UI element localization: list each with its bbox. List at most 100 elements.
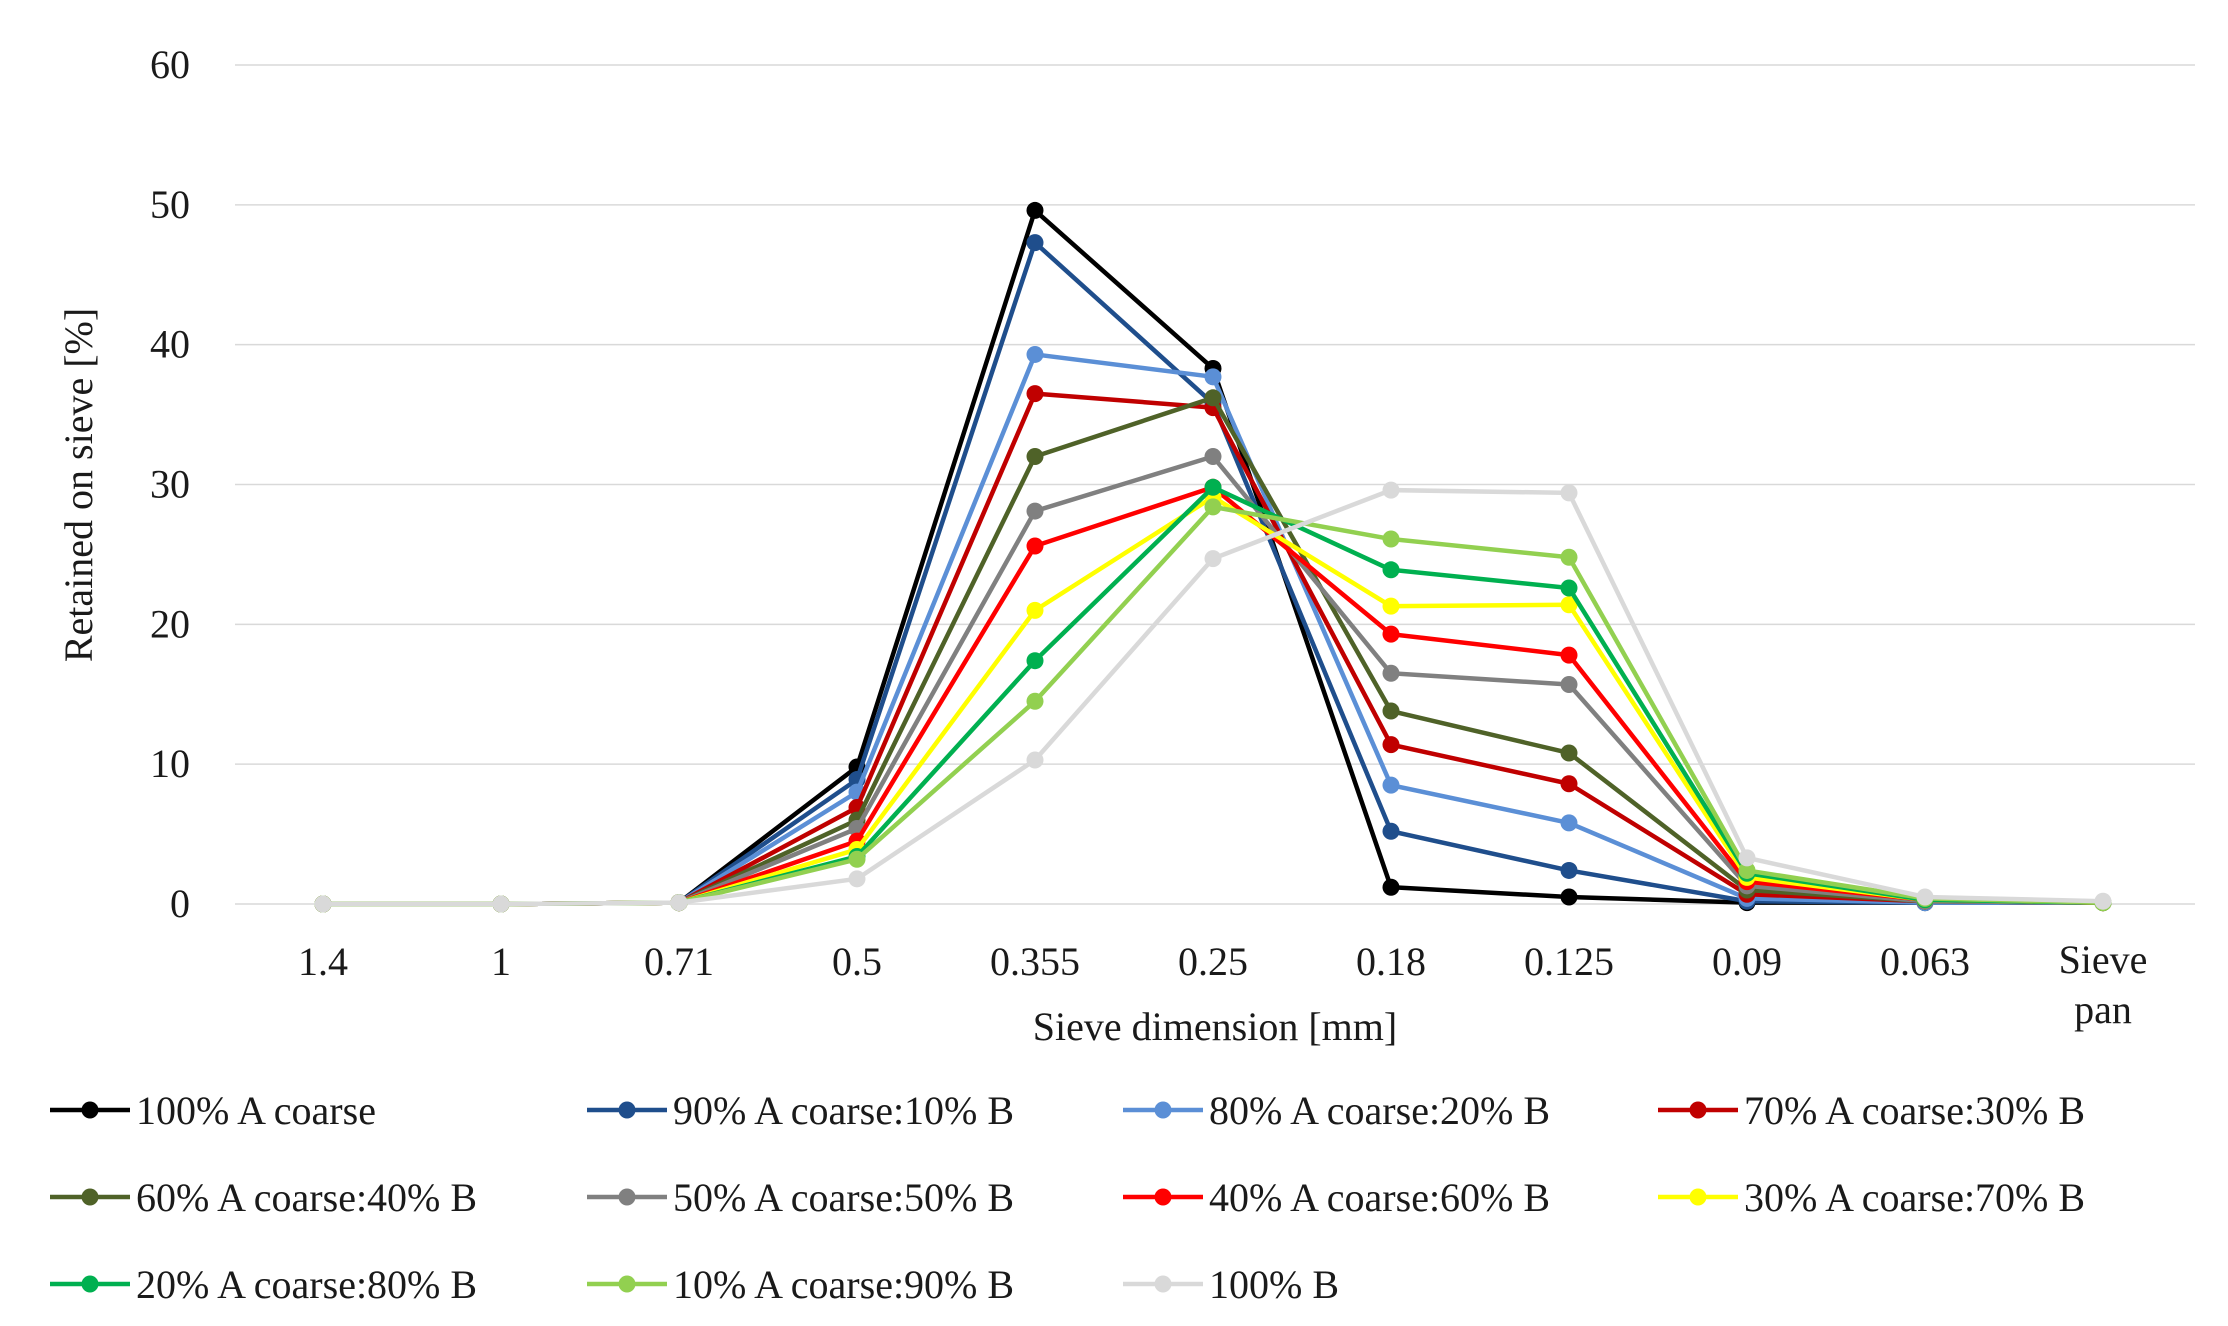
data-point [1026, 502, 1044, 520]
x-tick-label: 0.25 [1178, 939, 1248, 984]
data-point [1382, 702, 1400, 720]
legend-label: 100% A coarse [136, 1088, 376, 1133]
data-point [670, 894, 688, 912]
legend-item: 80% A coarse:20% B [1123, 1088, 1550, 1133]
legend-item: 60% A coarse:40% B [50, 1175, 477, 1220]
legend-item: 100% B [1123, 1262, 1339, 1307]
x-tick-label: 1 [491, 939, 511, 984]
legend-label: 100% B [1209, 1262, 1339, 1307]
legend-swatch-marker [618, 1275, 636, 1293]
legend-swatch-marker [1689, 1101, 1707, 1119]
x-axis-title: Sieve dimension [mm] [1033, 1004, 1397, 1049]
data-point [1026, 751, 1044, 769]
y-tick-label: 20 [150, 601, 190, 646]
legend-label: 80% A coarse:20% B [1209, 1088, 1550, 1133]
legend-label: 50% A coarse:50% B [673, 1175, 1014, 1220]
data-point [1026, 201, 1044, 219]
series-line [323, 395, 2104, 907]
y-axis-title: Retained on sieve [%] [56, 308, 101, 662]
data-point [1560, 675, 1578, 693]
data-point [1382, 736, 1400, 754]
legend-item: 40% A coarse:60% B [1123, 1175, 1550, 1220]
legend-label: 60% A coarse:40% B [136, 1175, 477, 1220]
legend-swatch-marker [1689, 1188, 1707, 1206]
data-point [1382, 530, 1400, 548]
legend-swatch-marker [81, 1188, 99, 1206]
series-5 [314, 389, 2112, 913]
series-7 [314, 478, 2112, 913]
x-tick-label: 0.125 [1524, 939, 1614, 984]
legend-swatch-marker [81, 1275, 99, 1293]
legend-item: 20% A coarse:80% B [50, 1262, 477, 1307]
x-tick-label: 0.063 [1880, 939, 1970, 984]
data-point [1382, 776, 1400, 794]
data-point [2094, 892, 2112, 910]
data-point [1560, 888, 1578, 906]
data-point [1026, 692, 1044, 710]
series-group [314, 201, 2112, 913]
data-point [1560, 861, 1578, 879]
data-point [1382, 878, 1400, 896]
data-point [1026, 385, 1044, 403]
x-axis-ticks: 1.4 1 0.71 0.5 0.355 0.25 0.18 0.125 0.09 0.063 Si… [298, 937, 2147, 1032]
data-point [1026, 234, 1044, 252]
legend-swatch-marker [1154, 1188, 1172, 1206]
y-tick-label: 10 [150, 741, 190, 786]
legend-item: 100% A coarse [50, 1088, 376, 1133]
legend-label: 20% A coarse:80% B [136, 1262, 477, 1307]
data-point [1382, 481, 1400, 499]
series-9 [314, 478, 2112, 913]
legend-swatch-marker [1154, 1275, 1172, 1293]
legend-label: 40% A coarse:60% B [1209, 1175, 1550, 1220]
data-point [492, 895, 510, 913]
legend-item: 70% A coarse:30% B [1658, 1088, 2085, 1133]
series-line [323, 485, 2104, 907]
data-point [848, 850, 866, 868]
data-point [848, 870, 866, 888]
series-3 [314, 345, 2112, 913]
data-point [1916, 888, 1934, 906]
data-point [1026, 448, 1044, 466]
legend-swatch-marker [618, 1188, 636, 1206]
x-tick-label: 1.4 [298, 939, 348, 984]
data-point [1738, 861, 1756, 879]
data-point [1382, 625, 1400, 643]
legend-label: 90% A coarse:10% B [673, 1088, 1014, 1133]
data-point [1204, 389, 1222, 407]
data-point [1382, 597, 1400, 615]
y-tick-label: 60 [150, 42, 190, 87]
data-point [1204, 498, 1222, 516]
data-point [1560, 744, 1578, 762]
series-line [323, 391, 2104, 907]
data-point [1382, 664, 1400, 682]
series-11 [314, 481, 2112, 913]
legend-label: 10% A coarse:90% B [673, 1262, 1014, 1307]
series-2 [314, 234, 2112, 913]
legend-label: 70% A coarse:30% B [1744, 1088, 2085, 1133]
data-point [1382, 561, 1400, 579]
y-axis-ticks: 0 10 20 30 40 50 60 [150, 42, 190, 926]
data-point [1204, 550, 1222, 568]
x-tick-label: 0.09 [1712, 939, 1782, 984]
series-6 [314, 448, 2112, 913]
data-point [1560, 484, 1578, 502]
x-tick-label: 0.355 [990, 939, 1080, 984]
data-point [1026, 601, 1044, 619]
data-point [1026, 345, 1044, 363]
legend-item: 10% A coarse:90% B [587, 1262, 1014, 1307]
data-point [1204, 368, 1222, 386]
x-tick-label: 0.5 [832, 939, 882, 984]
legend-swatch-marker [1154, 1101, 1172, 1119]
data-point [1382, 822, 1400, 840]
data-point [1204, 478, 1222, 496]
data-point [1738, 849, 1756, 867]
y-tick-label: 40 [150, 322, 190, 367]
gridlines [235, 64, 2195, 905]
legend-item: 50% A coarse:50% B [587, 1175, 1014, 1220]
y-tick-label: 50 [150, 182, 190, 227]
data-point [1560, 548, 1578, 566]
data-point [1560, 814, 1578, 832]
data-point [1560, 775, 1578, 793]
